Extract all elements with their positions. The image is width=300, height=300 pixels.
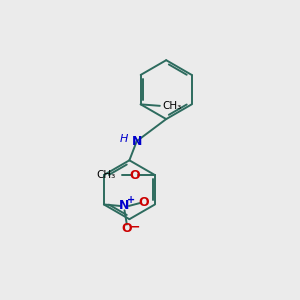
Text: CH₃: CH₃ xyxy=(162,101,181,111)
Text: N: N xyxy=(119,200,130,212)
Text: O: O xyxy=(122,221,132,235)
Text: N: N xyxy=(132,135,142,148)
Text: O: O xyxy=(130,169,140,182)
Text: H: H xyxy=(120,134,129,144)
Text: +: + xyxy=(127,195,135,205)
Text: −: − xyxy=(130,220,140,233)
Text: O: O xyxy=(138,196,149,209)
Text: CH₃: CH₃ xyxy=(97,170,116,180)
